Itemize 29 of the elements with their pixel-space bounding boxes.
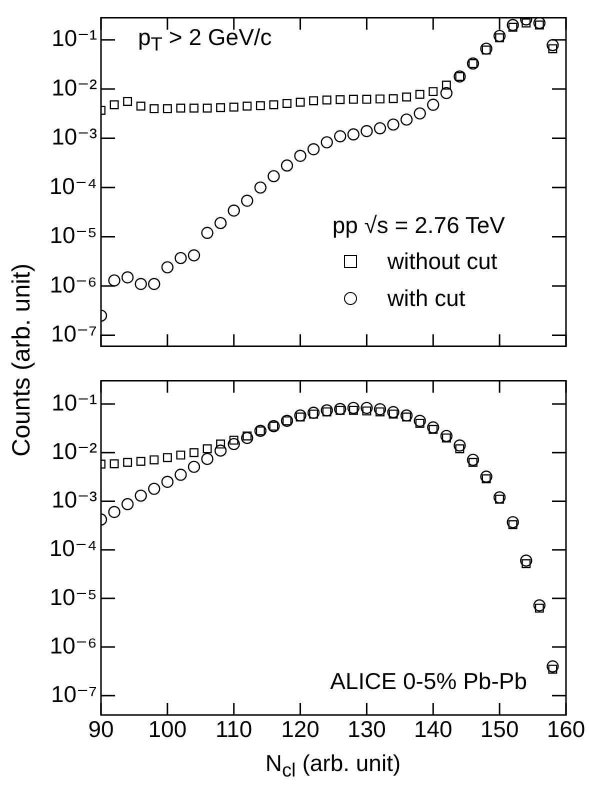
y-tick-label: 10⁻⁵	[50, 222, 97, 248]
x-tick-label: 110	[216, 716, 252, 742]
x-axis-title: N$_{cl}$ (arb. unit)	[265, 750, 401, 783]
legend-label: without cut	[387, 248, 498, 275]
x-tick-label: 160	[546, 716, 586, 742]
y-tick-label: 10⁻⁶	[50, 271, 97, 298]
x-tick-label: 130	[348, 716, 386, 742]
annotation: p$_{T}$ > 2 GeV/c	[138, 24, 272, 57]
y-tick-label: 10⁻¹	[52, 25, 98, 52]
y-tick-label: 10⁻³	[52, 486, 98, 513]
y-tick-label: 10⁻²	[52, 438, 98, 464]
y-tick-label: 10⁻⁷	[50, 320, 97, 347]
y-tick-label: 10⁻³	[52, 124, 98, 150]
y-tick-label: 10⁻¹	[52, 389, 98, 416]
x-tick-label: 120	[281, 716, 320, 742]
y-tick-label: 10⁻⁴	[49, 172, 97, 199]
legend-label: with cut	[387, 285, 466, 312]
y-tick-label: 10⁻²	[52, 74, 98, 100]
x-tick-label: 100	[148, 716, 187, 742]
y-tick-label: 10⁻⁷	[50, 681, 97, 707]
annotation: ALICE 0-5% Pb-Pb	[330, 668, 527, 695]
x-tick-label: 140	[414, 716, 452, 742]
y-tick-label: 10⁻⁶	[50, 632, 97, 658]
x-tick-label: 90	[88, 716, 114, 742]
x-tick-label: 150	[480, 716, 519, 742]
y-axis-title: Counts (arb. unit)	[8, 263, 36, 457]
legend-title: pp √s = 2.76 TeV	[332, 212, 505, 239]
y-tick-label: 10⁻⁴	[49, 535, 97, 562]
y-tick-label: 10⁻⁵	[50, 584, 97, 610]
